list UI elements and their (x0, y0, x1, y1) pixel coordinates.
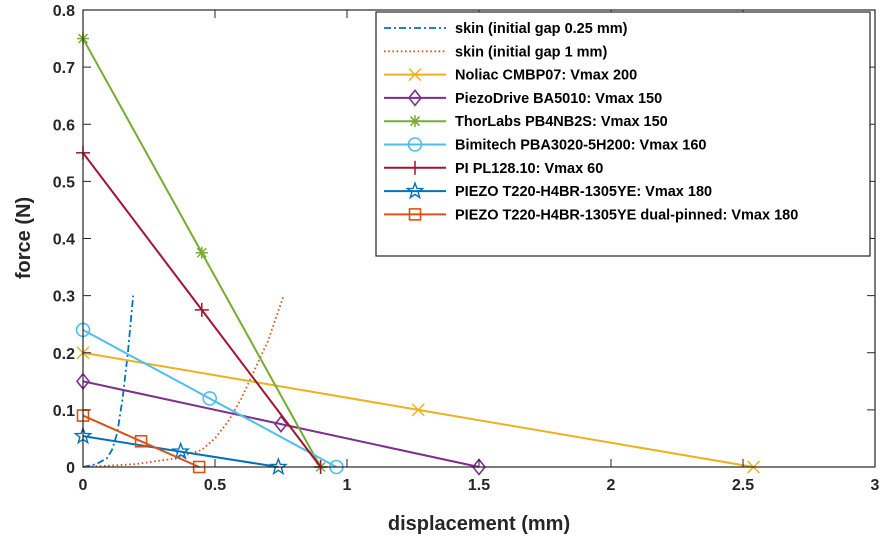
data-point-7-2 (268, 456, 288, 476)
y-tick-label-3: 0.3 (53, 289, 75, 306)
legend-item-3: PiezoDrive BA5010: Vmax 150 (384, 89, 662, 107)
y-tick-label-7: 0.7 (53, 60, 75, 77)
legend-box (375, 11, 871, 257)
x-tick-label-0: 0 (79, 477, 88, 494)
data-point-7-1-shape (171, 441, 191, 460)
data-point-8-1-shape (134, 434, 148, 448)
legend-label-0: skin (initial gap 0.25 mm) (455, 21, 628, 37)
data-point-2-1-stroke (411, 403, 425, 417)
legend-item-2: Noliac CMBP07: Vmax 200 (384, 68, 637, 84)
legend-item-5: Bimitech PBA3020-5H200: Vmax 160 (384, 137, 706, 154)
x-axis-label: displacement (mm) (388, 513, 570, 535)
series-layer (73, 32, 761, 476)
y-axis-label: force (N) (13, 197, 35, 279)
y-tick-label-1: 0.1 (53, 403, 75, 420)
legend-marker-5-shape (407, 137, 423, 152)
series-1 (82, 295, 285, 468)
series-line-0 (82, 295, 135, 468)
x-tick-label-6: 3 (871, 477, 880, 494)
series-line-3 (82, 380, 480, 468)
y-tick-label-0: 0 (66, 460, 75, 477)
legend-item-0: skin (initial gap 0.25 mm) (384, 21, 628, 37)
data-point-8-1 (134, 434, 148, 448)
legend-marker-4 (409, 115, 421, 128)
data-point-3-2 (471, 458, 487, 476)
legend-marker-8-shape (408, 208, 422, 221)
legend-item-6: PI PL128.10: Vmax 60 (384, 160, 603, 177)
legend-marker-8 (408, 208, 422, 221)
data-point-5-1-shape (202, 391, 218, 406)
data-point-7-1 (171, 441, 191, 460)
legend-label-7: PIEZO T220-H4BR-1305YE: Vmax 180 (455, 184, 712, 200)
legend-marker-2 (408, 68, 422, 82)
legend: skin (initial gap 0.25 mm) skin (initial … (375, 11, 871, 257)
legend-label-3: PiezoDrive BA5010: Vmax 150 (455, 91, 662, 107)
x-tick-label-3: 1.5 (468, 477, 490, 494)
series-line-8 (82, 414, 200, 468)
legend-marker-3-shape (407, 89, 423, 107)
y-tick-label-8: 0.8 (53, 3, 75, 20)
series-0 (82, 295, 135, 468)
data-point-6-1 (194, 302, 209, 317)
y-tick-label-4: 0.4 (53, 232, 75, 249)
series-line-5 (82, 329, 337, 468)
legend-marker-7 (405, 181, 425, 200)
data-point-7-2-shape (268, 456, 288, 476)
legend-label-6: PI PL128.10: Vmax 60 (455, 161, 603, 177)
legend-marker-3 (407, 89, 423, 107)
x-tick-label-5: 2.5 (732, 477, 754, 494)
data-point-5-1 (202, 391, 218, 406)
legend-label-1: skin (initial gap 1 mm) (455, 44, 607, 60)
data-point-4-1 (195, 246, 208, 259)
legend-marker-2-stroke (408, 68, 422, 82)
series-line-1 (82, 295, 285, 468)
data-point-3-1-shape (273, 415, 289, 433)
legend-item-1: skin (initial gap 1 mm) (384, 44, 607, 60)
legend-label-4: ThorLabs PB4NB2S: Vmax 150 (455, 114, 668, 130)
x-tick-label-1: 0.5 (204, 477, 226, 494)
legend-item-7: PIEZO T220-H4BR-1305YE: Vmax 180 (384, 181, 712, 200)
legend-label-2: Noliac CMBP07: Vmax 200 (455, 68, 637, 84)
legend-label-8: PIEZO T220-H4BR-1305YE dual-pinned: Vmax… (455, 207, 798, 223)
series-line-7 (82, 435, 279, 468)
data-point-2-1 (411, 403, 425, 417)
x-tick-label-2: 1 (343, 477, 352, 494)
legend-marker-5 (407, 137, 423, 152)
legend-marker-7-shape (405, 181, 425, 200)
y-tick-label-2: 0.2 (53, 346, 75, 363)
legend-item-4: ThorLabs PB4NB2S: Vmax 150 (384, 114, 668, 130)
legend-marker-4-stroke (409, 116, 421, 127)
legend-item-8: PIEZO T220-H4BR-1305YE dual-pinned: Vmax… (384, 207, 798, 223)
legend-marker-6 (408, 160, 422, 175)
y-tick-label-5: 0.5 (53, 174, 75, 191)
data-point-4-1-stroke (196, 247, 207, 258)
data-point-3-2-shape (471, 458, 487, 476)
y-tick-label-6: 0.6 (53, 117, 75, 134)
legend-label-5: Bimitech PBA3020-5H200: Vmax 160 (455, 138, 706, 154)
x-tick-label-4: 2 (607, 477, 616, 494)
axes-layer: 0 0.5 1 1.5 2 2.5 3 0 0.1 0.2 0.3 0.4 0.5 0.6 0.7 0.8 (53, 3, 880, 494)
data-point-3-1 (273, 415, 289, 433)
